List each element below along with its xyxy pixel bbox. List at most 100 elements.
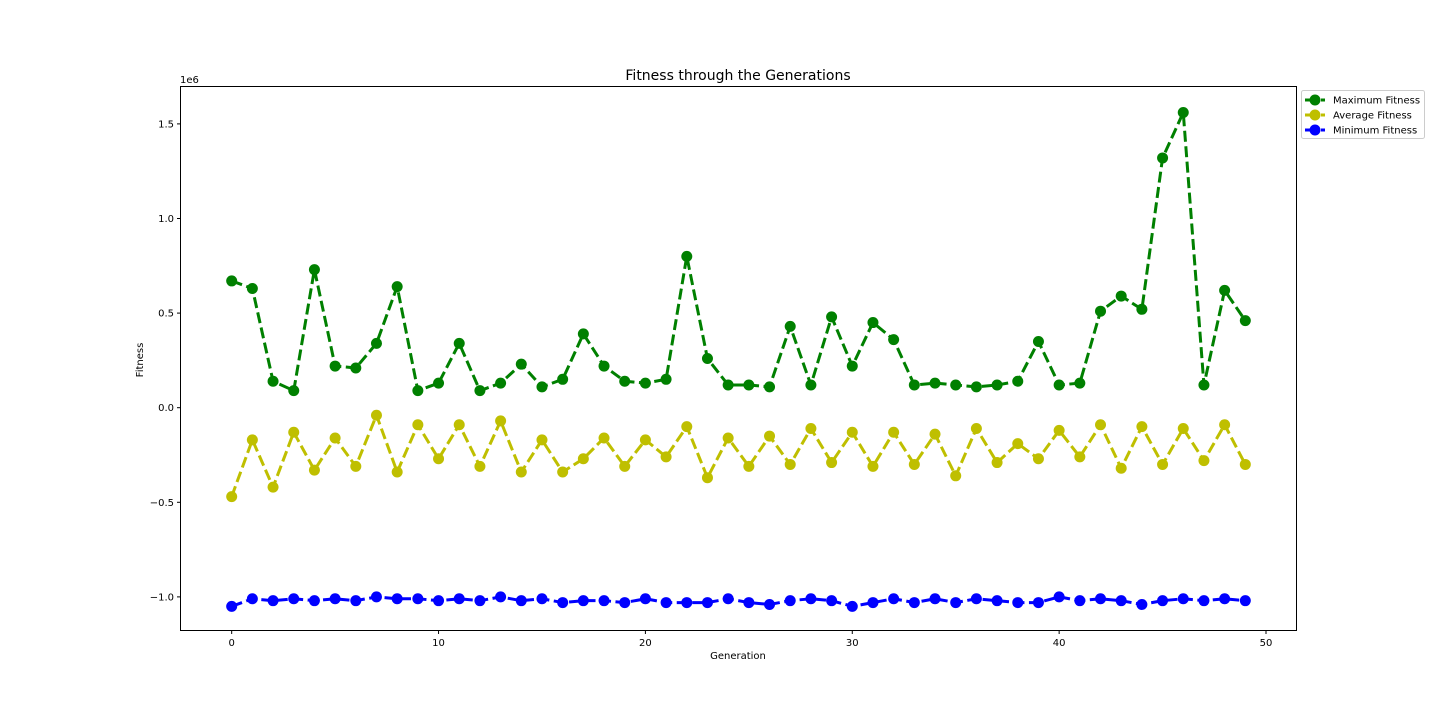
data-point-maximum-fitness [598, 360, 610, 372]
data-point-average-fitness [536, 434, 548, 446]
data-point-maximum-fitness [1219, 284, 1231, 296]
data-point-minimum-fitness [226, 600, 238, 612]
legend-label: Average Fitness [1333, 111, 1412, 122]
data-point-minimum-fitness [433, 595, 445, 607]
y-tick-label: −1.0 [150, 592, 174, 603]
data-point-minimum-fitness [391, 593, 403, 605]
data-point-average-fitness [701, 472, 713, 484]
data-point-average-fitness [826, 457, 838, 469]
data-point-minimum-fitness [991, 595, 1003, 607]
data-point-average-fitness [888, 426, 900, 438]
legend-marker [1309, 124, 1321, 136]
data-point-average-fitness [1115, 462, 1127, 474]
data-point-minimum-fitness [370, 591, 382, 603]
data-point-minimum-fitness [1032, 597, 1044, 609]
y-axis-ticks: −1.0 −0.5 0.0 0.5 1.0 1.5 [150, 119, 181, 603]
data-point-average-fitness [805, 423, 817, 435]
data-point-average-fitness [226, 491, 238, 503]
data-point-average-fitness [1095, 419, 1107, 431]
legend-entry-minimum-fitness: Minimum Fitness [1305, 124, 1417, 137]
series-line-maximum-fitness [231, 111, 1247, 393]
data-point-average-fitness [350, 460, 362, 472]
data-point-minimum-fitness [846, 600, 858, 612]
data-point-maximum-fitness [991, 379, 1003, 391]
data-point-maximum-fitness [1239, 315, 1251, 327]
data-point-maximum-fitness [453, 337, 465, 349]
data-point-minimum-fitness [1136, 598, 1148, 610]
data-point-minimum-fitness [557, 597, 569, 609]
data-point-average-fitness [288, 426, 300, 438]
data-point-minimum-fitness [826, 595, 838, 607]
data-point-minimum-fitness [908, 597, 920, 609]
data-point-minimum-fitness [950, 597, 962, 609]
data-point-minimum-fitness [743, 597, 755, 609]
data-point-maximum-fitness [1157, 152, 1169, 164]
data-point-average-fitness [1012, 438, 1024, 450]
y-offset-label: 1e6 [180, 75, 199, 86]
data-point-average-fitness [784, 458, 796, 470]
data-point-minimum-fitness [267, 595, 279, 607]
data-point-maximum-fitness [660, 373, 672, 385]
data-point-maximum-fitness [784, 320, 796, 332]
y-tick-label: 0.5 [158, 309, 174, 320]
data-point-average-fitness [515, 466, 527, 478]
data-point-average-fitness [370, 409, 382, 421]
data-point-average-fitness [598, 432, 610, 444]
plot-frame [180, 86, 1297, 631]
legend-marker [1309, 109, 1321, 121]
x-tick-label: 30 [846, 638, 859, 649]
data-point-average-fitness [246, 434, 258, 446]
data-point-average-fitness [950, 470, 962, 482]
data-point-average-fitness [1032, 453, 1044, 465]
data-point-minimum-fitness [1177, 593, 1189, 605]
data-point-minimum-fitness [288, 593, 300, 605]
data-point-minimum-fitness [805, 593, 817, 605]
data-point-maximum-fitness [1198, 379, 1210, 391]
data-point-average-fitness [1136, 421, 1148, 433]
data-point-minimum-fitness [1053, 591, 1065, 603]
data-point-minimum-fitness [619, 597, 631, 609]
data-point-maximum-fitness [639, 377, 651, 389]
data-point-maximum-fitness [1012, 375, 1024, 387]
data-point-maximum-fitness [288, 385, 300, 397]
data-point-average-fitness [908, 458, 920, 470]
data-point-maximum-fitness [536, 381, 548, 393]
data-point-average-fitness [1074, 451, 1086, 463]
data-point-minimum-fitness [764, 598, 776, 610]
data-point-minimum-fitness [867, 597, 879, 609]
data-point-maximum-fitness [846, 360, 858, 372]
data-point-minimum-fitness [412, 593, 424, 605]
data-point-minimum-fitness [577, 595, 589, 607]
data-point-maximum-fitness [764, 381, 776, 393]
data-point-minimum-fitness [681, 597, 693, 609]
x-tick-label: 10 [432, 638, 445, 649]
data-point-average-fitness [1219, 419, 1231, 431]
data-point-average-fitness [1198, 455, 1210, 467]
data-point-minimum-fitness [1074, 595, 1086, 607]
plot-series [226, 107, 1251, 612]
data-point-maximum-fitness [722, 379, 734, 391]
data-point-minimum-fitness [1219, 593, 1231, 605]
data-point-maximum-fitness [867, 317, 879, 329]
data-point-average-fitness [929, 428, 941, 440]
series-line-minimum-fitness [231, 595, 1246, 608]
data-point-maximum-fitness [1095, 305, 1107, 317]
data-point-average-fitness [681, 421, 693, 433]
data-point-average-fitness [1239, 458, 1251, 470]
chart-title: Fitness through the Generations [625, 68, 850, 84]
y-tick-label: 0.0 [158, 403, 174, 414]
data-point-maximum-fitness [1074, 377, 1086, 389]
data-point-average-fitness [846, 426, 858, 438]
data-point-minimum-fitness [929, 593, 941, 605]
data-point-maximum-fitness [246, 282, 258, 294]
data-point-minimum-fitness [660, 597, 672, 609]
series-minimum-fitness [226, 591, 1251, 612]
data-point-average-fitness [1177, 423, 1189, 435]
series-maximum-fitness [226, 107, 1251, 397]
data-point-minimum-fitness [308, 595, 320, 607]
data-point-average-fitness [970, 423, 982, 435]
data-point-maximum-fitness [1115, 290, 1127, 302]
x-axis-label: Generation [710, 651, 766, 662]
data-point-maximum-fitness [515, 358, 527, 370]
